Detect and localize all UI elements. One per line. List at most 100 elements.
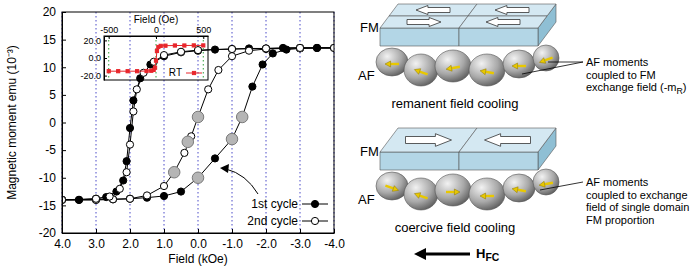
fm-domain — [459, 128, 556, 152]
tick-label: 4.0 — [54, 237, 71, 251]
data-point — [259, 61, 266, 68]
leader-line — [548, 62, 583, 63]
data-point — [126, 70, 129, 73]
grid-line — [203, 36, 204, 80]
tick-mark — [62, 95, 66, 96]
af-moment-shaft — [420, 72, 428, 75]
tick-label: 2.0 — [122, 237, 139, 251]
tick: -15 — [39, 199, 66, 213]
data-point — [116, 185, 123, 192]
tick: 10 — [43, 61, 66, 75]
main-chart: 4.03.02.01.00.0-1.0-2.0-3.0-4.0-20-15-10… — [5, 5, 345, 266]
data-point — [123, 158, 130, 165]
af-moment-shaft — [391, 63, 399, 65]
data-point — [145, 69, 148, 72]
data-point — [262, 45, 269, 52]
tick-mark — [334, 229, 335, 233]
af-grain — [469, 178, 505, 210]
data-point — [123, 169, 130, 176]
legend-item: 2nd cycle — [247, 214, 328, 228]
fm-domain — [468, 4, 556, 16]
af-moment-shaft — [545, 183, 553, 184]
data-point — [160, 51, 167, 58]
fm-domain — [389, 4, 477, 16]
data-point — [192, 111, 204, 123]
af-moment-head — [446, 65, 452, 71]
data-point — [192, 172, 204, 184]
af-moment-head — [414, 69, 420, 75]
data-point — [160, 192, 167, 199]
legend-symbol — [311, 217, 318, 224]
tick-mark — [62, 67, 66, 68]
tick-label: 500 — [196, 25, 211, 35]
af-grain — [503, 50, 535, 78]
data-point — [181, 149, 188, 156]
schematic: FMAFremanent field coolingAF momentscoup… — [358, 4, 689, 263]
grid — [62, 12, 334, 233]
data-point — [143, 192, 150, 199]
tick: -20 — [39, 226, 66, 240]
tick: 15 — [43, 33, 66, 47]
af-grain — [376, 48, 408, 76]
legend-label: RT — [169, 67, 182, 78]
af-moment-shaft — [452, 67, 460, 68]
y-axis-title: Magnetic moment emu (10⁻³) — [5, 45, 19, 200]
tick: -500 — [100, 25, 118, 39]
tick-mark — [104, 58, 107, 59]
series-line — [109, 45, 204, 71]
data-point — [249, 83, 256, 90]
data-point — [205, 86, 212, 93]
data-point — [296, 44, 303, 51]
fm-front — [459, 28, 538, 46]
tick-mark — [62, 12, 66, 13]
tick: 3.0 — [88, 229, 105, 251]
tick: -2.0 — [256, 229, 277, 251]
data-point — [168, 166, 180, 178]
tick: 20 — [43, 5, 66, 19]
arrow-head — [220, 164, 229, 173]
tick-mark — [104, 76, 107, 77]
tick-mark — [156, 36, 157, 39]
fm-label: FM — [360, 144, 379, 159]
plot-frame — [62, 12, 334, 233]
data-point — [126, 195, 133, 202]
inset-chart: -500050020.00.0-20.0Field (Oe)RT — [80, 14, 211, 81]
af-grain — [469, 54, 505, 86]
tick: 20.0 — [83, 36, 107, 46]
tick-mark — [130, 229, 131, 233]
data-point — [228, 45, 235, 52]
legend-symbol — [311, 200, 318, 207]
tick-mark — [62, 233, 66, 234]
data-point — [194, 47, 201, 54]
tick-label: 5 — [49, 88, 56, 102]
plot-area — [107, 44, 205, 73]
panel-caption: coercive field cooling — [395, 220, 516, 235]
plot-frame — [104, 36, 208, 80]
fm-moment-arrow — [495, 6, 529, 15]
af-moment-head — [512, 187, 518, 193]
grid-line — [108, 36, 109, 80]
tick: -1.0 — [222, 229, 243, 251]
af-grain — [404, 178, 438, 210]
y-axis: 20.00.0-20.0 — [80, 36, 107, 81]
data-point — [140, 69, 147, 76]
x-axis-title: Field (Oe) — [134, 14, 178, 25]
tick-mark — [198, 229, 199, 233]
text-part: H — [476, 246, 485, 261]
tick-mark — [300, 229, 301, 233]
tick: -10 — [39, 171, 66, 185]
tick-label: -3.0 — [290, 237, 311, 251]
leader-line — [540, 182, 583, 190]
af-moment-shaft — [518, 190, 526, 191]
data-point — [211, 155, 218, 162]
af-layer — [376, 45, 559, 86]
data-point — [262, 45, 269, 52]
tick-label: 0 — [49, 116, 56, 130]
af-moment-shaft — [385, 186, 393, 189]
tick-label: -10 — [39, 171, 57, 185]
data-point — [228, 53, 235, 60]
af-moment-shaft — [446, 191, 454, 193]
annotation: coupled to FM — [586, 69, 656, 81]
tick: 0.0 — [88, 53, 107, 63]
tick-label: 0.0 — [88, 53, 101, 63]
